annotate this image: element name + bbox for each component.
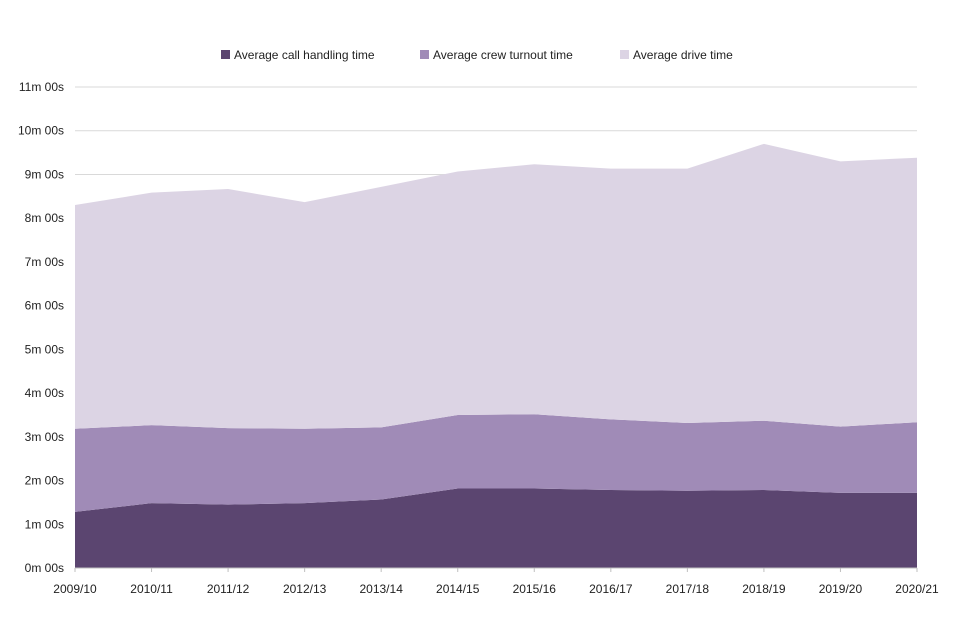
- x-tick-label-6: 2015/16: [513, 582, 557, 596]
- x-tick-label-1: 2010/11: [130, 582, 173, 596]
- area-series-0: [75, 488, 917, 568]
- x-tick-label-10: 2019/20: [819, 582, 863, 596]
- legend-swatch-1: [420, 50, 429, 59]
- legend-label-1: Average crew turnout time: [433, 48, 573, 62]
- x-tick-label-4: 2013/14: [359, 582, 403, 596]
- x-tick-label-11: 2020/21: [895, 582, 939, 596]
- legend: Average call handling time Average crew t…: [221, 48, 733, 62]
- y-tick-label-1: 1m 00s: [25, 517, 64, 531]
- x-tick-label-9: 2018/19: [742, 582, 786, 596]
- legend-label-2: Average drive time: [633, 48, 733, 62]
- y-tick-label-3: 3m 00s: [25, 430, 64, 444]
- x-tick-label-8: 2017/18: [666, 582, 710, 596]
- areas: [75, 143, 917, 568]
- x-tick-labels: 2009/10 2010/11 2011/12 2012/13 2013/14 2014/…: [53, 568, 939, 596]
- x-tick-label-0: 2009/10: [53, 582, 97, 596]
- y-tick-label-5: 5m 00s: [25, 342, 64, 356]
- y-tick-label-11: 11m 00s: [19, 80, 64, 94]
- y-tick-label-7: 7m 00s: [25, 255, 64, 269]
- y-tick-label-0: 0m 00s: [25, 561, 64, 575]
- legend-swatch-2: [620, 50, 629, 59]
- area-series-1: [75, 414, 917, 512]
- y-tick-label-2: 2m 00s: [25, 474, 64, 488]
- y-tick-label-8: 8m 00s: [25, 211, 64, 225]
- x-tick-label-5: 2014/15: [436, 582, 480, 596]
- y-tick-label-6: 6m 00s: [25, 299, 64, 313]
- x-tick-label-7: 2016/17: [589, 582, 633, 596]
- legend-swatch-0: [221, 50, 230, 59]
- area-series-2: [75, 143, 917, 429]
- y-tick-label-10: 10m 00s: [18, 124, 64, 138]
- x-tick-label-2: 2011/12: [207, 582, 250, 596]
- legend-label-0: Average call handling time: [234, 48, 375, 62]
- y-tick-label-9: 9m 00s: [25, 167, 64, 181]
- y-tick-label-4: 4m 00s: [25, 386, 64, 400]
- y-tick-labels: 0m 00s 1m 00s 2m 00s 3m 00s 4m 00s 5m 00s 6m 0…: [18, 80, 64, 575]
- x-tick-label-3: 2012/13: [283, 582, 327, 596]
